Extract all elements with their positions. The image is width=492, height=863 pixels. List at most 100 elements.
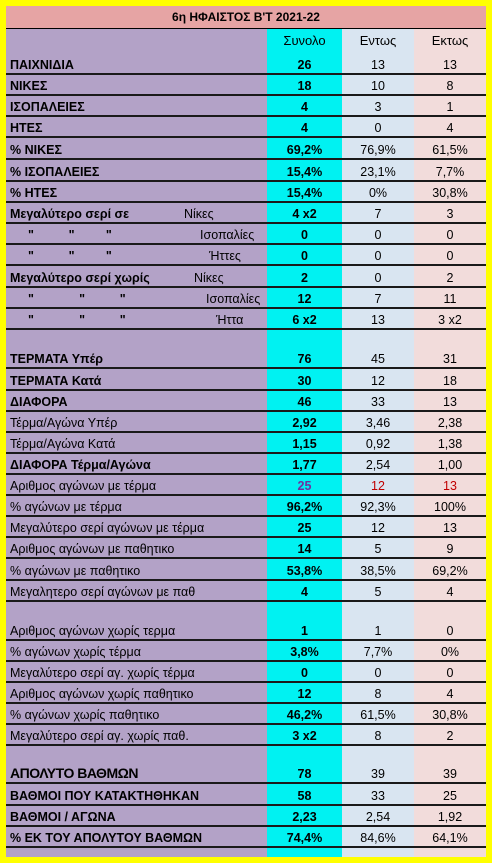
cell-away: 31 [443,352,457,366]
row-label: % ΗΤΕΣ [10,186,58,200]
row-sublabel: Νίκες [184,207,214,221]
cell-away: 11 [443,292,457,306]
table-row: % ΝΙΚΕΣ 69,2% 76,9% 61,5% [6,137,486,160]
row-label: Τέρμα/Αγώνα Κατά [10,437,116,451]
cell-away: 2,38 [437,416,463,430]
ditto-marks: " " " [28,249,112,263]
table-row: " " " Ήττα 6 x2 13 3 x2 [6,307,486,330]
cell-home: 5 [374,585,382,599]
cell-total: 12 [297,687,312,701]
row-label: Μεγαλητερο σερί αγώνων με παθ [10,585,196,599]
cell-away: 13 [443,521,457,535]
cell-total: 4 [301,121,308,135]
cell-away: 39 [443,767,457,781]
row-label: ΔΙΑΦΟΡΑ Τέρμα/Αγώνα [10,458,151,472]
table-row: Μεγαλύτερο σερί χωρίς Νίκες 2 0 2 [6,265,486,288]
cell-home: 33 [371,395,385,409]
table-row: " " " Ισοπαλίες 0 0 0 [6,222,486,245]
cell-home: 7 [374,207,382,221]
cell-away: 3 x2 [438,313,462,327]
row-label: % αγώνων χωρίς παθητικο [10,708,160,722]
table-row: " " " Ισοπαλίες 12 7 11 [6,286,486,309]
cell-away: 13 [443,58,457,72]
cell-home: 0,92 [365,437,391,451]
cell-away: 2 [446,271,454,285]
table-row: Τέρμα/Αγώνα Κατά 1,15 0,92 1,38 [6,431,486,454]
cell-home: 12 [371,521,385,535]
cell-total: 14 [297,542,312,556]
cell-home: 92,3% [360,500,396,514]
row-label: Αριθμος αγώνων χωρίς παθητικο [10,687,194,701]
cell-away: 18 [443,374,457,388]
cell-home: 1 [374,624,382,638]
cell-home: 10 [371,79,385,93]
cell-away: 0 [446,666,454,680]
table-row: Μεγαλητερο σερί αγώνων με παθ 4 5 4 [6,579,486,602]
cell-home: 2,54 [365,810,391,824]
cell-total: 4 [301,100,308,114]
stats-sheet: 6η ΗΦΑΙΣΤΟΣ Β'Τ 2021-22 Συνολο Εντως Εκτ… [6,6,486,857]
cell-home: 7,7% [363,645,393,659]
cell-total: 15,4% [286,165,323,179]
cell-away: 4 [446,585,454,599]
cell-away: 0 [446,228,454,242]
cell-away: 1,38 [437,437,463,451]
cell-total: 30 [297,374,312,388]
row-label: ΗΤΕΣ [10,121,43,135]
cell-total: 2,92 [292,416,317,430]
cell-away: 30,8% [432,708,468,722]
row-label: Αριθμος αγώνων με τέρμα [10,479,157,493]
cell-away: 61,5% [432,143,468,157]
table-row: ΠΑΙΧΝΙΔΙΑ 26 13 13 [6,52,486,75]
cell-home: 8 [374,687,382,701]
row-label: % αγώνων με παθητικο [10,564,141,578]
cell-away: 1 [446,100,454,114]
cell-home: 0 [374,121,382,135]
cell-total: 58 [297,789,312,803]
cell-home: 7 [374,292,382,306]
row-label: ΝΙΚΕΣ [10,79,48,93]
table-row: Αριθμος αγώνων με τέρμα 25 12 13 [6,473,486,496]
table-row: % αγώνων με παθητικο 53,8% 38,5% 69,2% [6,558,486,581]
header-total: Συνολο [283,33,326,48]
row-label: Μεγαλύτερο σερί σε [10,207,130,221]
ditto-marks: " " " [28,228,112,242]
cell-home: 8 [374,729,382,743]
row-label: ΙΣΟΠΑΛΕΙΕΣ [10,100,85,114]
row-label: Τέρμα/Αγώνα Υπέρ [10,416,118,430]
cell-away: 7,7% [435,165,465,179]
cell-away: 30,8% [432,186,468,200]
cell-home: 45 [371,352,385,366]
cell-away: 13 [443,479,457,493]
cell-away: 25 [443,789,457,803]
cell-home: 2,54 [365,458,391,472]
table-row: % αγώνων χωρίς παθητικο 46,2% 61,5% 30,8% [6,702,486,725]
table-row: % ΗΤΕΣ 15,4% 0% 30,8% [6,180,486,203]
cell-total: 1,15 [292,437,317,451]
header-away: Εκτως [431,33,469,48]
cell-total: 1,77 [292,458,317,472]
table-row: " " " Ήττες 0 0 0 [6,243,486,266]
table-row: Μεγαλύτερο σερί σε Νίκες 4 x2 7 3 [6,201,486,224]
table-row: Μεγαλύτερο σερί αγ. χωρίς τέρμα 0 0 0 [6,660,486,683]
row-label: Μεγαλύτερο σερί αγώνων με τέρμα [10,521,205,535]
cell-home: 0% [368,186,388,200]
cell-total: 3,8% [290,645,319,659]
cell-home: 12 [371,479,385,493]
cell-total: 25 [297,521,312,535]
cell-away: 13 [443,395,457,409]
cell-away: 4 [446,121,454,135]
table-row: ΤΕΡΜΑΤΑ Υπέρ 76 45 31 [6,346,486,369]
cell-total: 78 [297,767,312,781]
cell-home: 0 [374,271,382,285]
cell-home: 3,46 [365,416,391,430]
cell-total: 12 [297,292,312,306]
cell-home: 13 [371,313,385,327]
row-sublabel: Ήττα [216,313,244,327]
table-row: ΒΑΘΜΟΙ / ΑΓΩΝΑ 2,23 2,54 1,92 [6,804,486,827]
cell-home: 3 [374,100,382,114]
table-row: ΗΤΕΣ 4 0 4 [6,115,486,138]
table-row: % ΕΚ ΤΟΥ ΑΠΟΛΥΤΟΥ ΒΑΘΜΩΝ 74,4% 84,6% 64,1% [6,825,486,848]
cell-home: 39 [371,767,385,781]
